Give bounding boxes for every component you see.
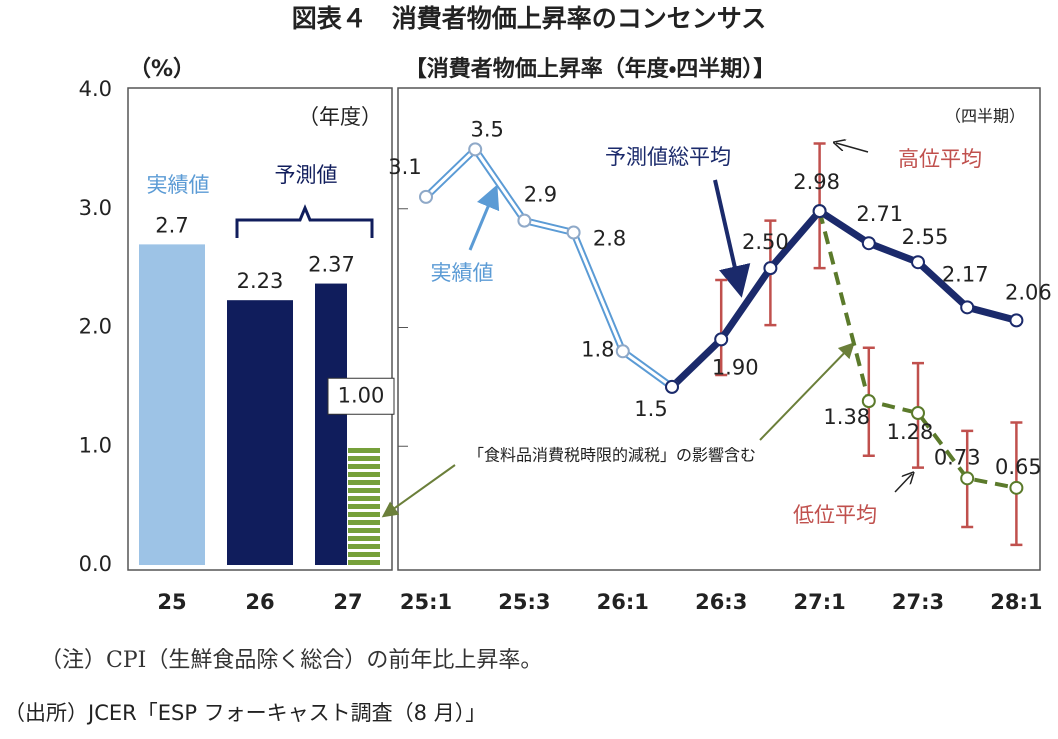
x-axis-label: （四半期） bbox=[945, 107, 1025, 126]
marker bbox=[1009, 480, 1024, 495]
data-label: 2.55 bbox=[902, 225, 949, 249]
marker bbox=[960, 300, 975, 315]
y-tick-label: 3.0 bbox=[79, 196, 112, 220]
data-label: 2.8 bbox=[593, 227, 626, 251]
left-panel bbox=[127, 87, 393, 571]
arrow bbox=[468, 184, 500, 251]
series-label: 実績値 bbox=[431, 261, 494, 285]
bar bbox=[315, 283, 347, 565]
marker bbox=[419, 189, 433, 204]
data-label: 3.5 bbox=[470, 117, 503, 141]
data-label: 2.7 bbox=[155, 213, 188, 237]
arrow bbox=[713, 179, 751, 298]
marker bbox=[911, 255, 925, 270]
data-label: 3.1 bbox=[388, 155, 421, 179]
marker bbox=[714, 332, 729, 347]
marker bbox=[763, 261, 778, 276]
y-tick-label: 2.0 bbox=[79, 315, 112, 339]
series-label: 低位平均 bbox=[793, 503, 877, 527]
x-tick-label: 26:1 bbox=[597, 590, 649, 614]
error-bar bbox=[715, 278, 728, 377]
data-label: 0.73 bbox=[934, 445, 981, 469]
subtitle: 【消費者物価上昇率（年度・四半期）】 bbox=[405, 56, 775, 82]
x-tick-label: 28:1 bbox=[990, 590, 1042, 614]
marker bbox=[960, 471, 975, 486]
data-label: 1.00 bbox=[338, 383, 385, 407]
series-label: 予測値 bbox=[275, 163, 338, 187]
series-label: 高位平均 bbox=[898, 147, 982, 171]
marker bbox=[566, 225, 581, 240]
marker bbox=[861, 236, 876, 251]
data-label: 1.38 bbox=[823, 405, 870, 429]
bracket bbox=[235, 204, 374, 238]
data-label: 1.8 bbox=[581, 337, 614, 361]
bar bbox=[139, 244, 205, 565]
marker bbox=[615, 344, 630, 359]
marker bbox=[1009, 313, 1024, 328]
line bbox=[817, 210, 1017, 490]
y-tick-label: 0.0 bbox=[79, 552, 112, 576]
annotation: 「食料品消費税時限的減税」の影響含む bbox=[468, 446, 756, 465]
y-axis-label: （%） bbox=[129, 57, 195, 82]
source: （出所）JCER「ESP フォーキャスト調査（8 月）」 bbox=[4, 701, 486, 725]
line bbox=[669, 207, 1018, 390]
marker bbox=[812, 204, 827, 219]
series-label: 予測値総平均 bbox=[605, 145, 731, 169]
data-label: 2.9 bbox=[524, 183, 557, 207]
marker bbox=[665, 379, 679, 394]
data-label: 2.06 bbox=[1005, 280, 1052, 304]
bar bbox=[348, 446, 380, 565]
note: （注）CPI（生鮮食品除く総合）の前年比上昇率。 bbox=[40, 648, 542, 673]
bar bbox=[227, 300, 293, 565]
data-label: 2.37 bbox=[308, 253, 355, 277]
label-box bbox=[327, 377, 395, 415]
data-label: 1.90 bbox=[712, 355, 759, 379]
x-tick-label: 25:1 bbox=[400, 590, 452, 614]
x-tick-label: 25 bbox=[157, 590, 186, 614]
data-label: 1.5 bbox=[634, 397, 667, 421]
marker bbox=[468, 142, 483, 157]
data-label: 2.50 bbox=[742, 230, 789, 254]
right-panel bbox=[397, 87, 1041, 571]
chart-title: 図表４ 消費者物価上昇率のコンセンサス bbox=[292, 4, 767, 33]
arrow bbox=[381, 464, 456, 518]
line-inner bbox=[424, 147, 673, 389]
marker bbox=[861, 394, 876, 409]
data-label: 2.17 bbox=[942, 262, 989, 286]
x-tick-label: 25:3 bbox=[498, 590, 550, 614]
y-tick-label: 1.0 bbox=[79, 433, 112, 457]
data-label: 2.98 bbox=[793, 170, 840, 194]
marker bbox=[517, 213, 532, 228]
data-label: 2.23 bbox=[237, 269, 284, 293]
x-tick-label: 27:1 bbox=[793, 590, 845, 614]
data-label: 1.28 bbox=[887, 420, 934, 444]
series-label: 実績値 bbox=[147, 173, 210, 197]
arrow bbox=[836, 143, 869, 153]
x-axis-label: （年度） bbox=[298, 105, 382, 129]
arrow bbox=[894, 474, 912, 493]
x-tick-label: 27 bbox=[333, 590, 362, 614]
x-tick-label: 26:3 bbox=[695, 590, 747, 614]
arrow bbox=[759, 342, 855, 441]
x-tick-label: 26 bbox=[245, 590, 274, 614]
marker bbox=[911, 406, 925, 420]
x-tick-label: 27:3 bbox=[892, 590, 944, 614]
data-label: 0.65 bbox=[995, 455, 1042, 479]
data-label: 2.71 bbox=[856, 202, 903, 226]
y-tick-label: 4.0 bbox=[79, 77, 112, 101]
